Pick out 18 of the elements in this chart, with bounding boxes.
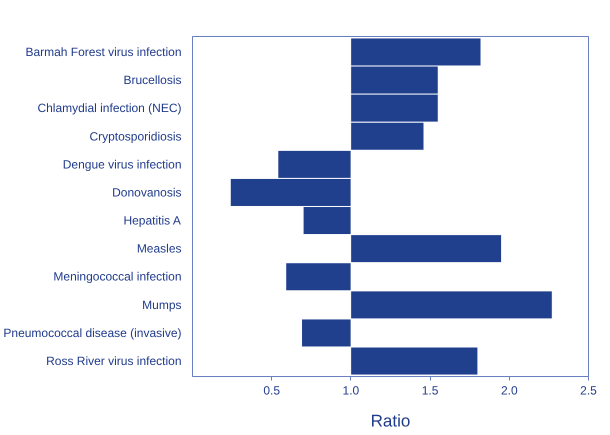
x-tick-label: 2.0 xyxy=(500,384,518,398)
y-tick-label: Brucellosis xyxy=(123,73,182,88)
y-tick-label: Meningococcal infection xyxy=(53,270,182,284)
y-tick-label: Chlamydial infection (NEC) xyxy=(37,101,182,116)
y-tick-label: Dengue virus infection xyxy=(62,157,182,172)
y-tick-label: Hepatitis A xyxy=(123,214,181,228)
x-tick-label: 1.5 xyxy=(422,384,439,398)
y-tick-label: Barmah Forest virus infection xyxy=(25,44,182,59)
y-tick-label: Donovanosis xyxy=(112,185,182,200)
y-tick-label: Cryptosporidiosis xyxy=(89,129,182,144)
x-tick-label: 0.5 xyxy=(263,384,280,398)
y-tick-label: Mumps xyxy=(142,298,182,312)
y-tick-label: Measles xyxy=(136,242,182,256)
y-tick-label: Ross River virus infection xyxy=(46,354,182,368)
x-tick-label: 1.0 xyxy=(342,384,360,398)
y-tick-label: Pneumococcal disease (invasive) xyxy=(3,326,182,340)
x-axis-title: Ratio xyxy=(370,412,410,430)
x-tick-label: 2.5 xyxy=(580,384,598,398)
